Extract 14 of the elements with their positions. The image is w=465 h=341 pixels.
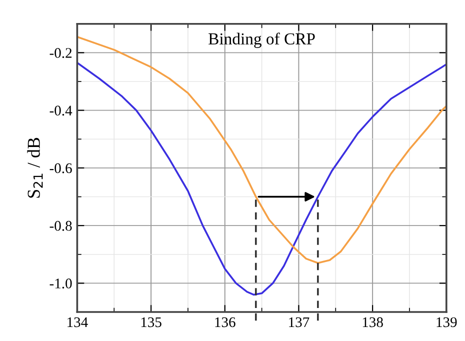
x-tick-label: 135 [141,317,162,328]
y-tick-label: -0.4 [50,106,72,116]
x-tick-label: 137 [289,317,310,328]
x-tick-label: 139 [436,317,457,328]
y-axis-title: S$_{21}$ / dB [27,138,43,198]
y-tick-label: -0.8 [50,220,72,231]
y-tick-label: -1.0 [50,278,72,288]
x-tick-label: 136 [215,317,236,328]
y-tick-label: -0.2 [50,48,72,58]
y-tick-label: -0.6 [50,163,72,174]
chart-title: Binding of CRP [208,32,315,48]
x-tick-label: 134 [68,317,88,328]
line-series [77,62,446,296]
x-tick-label: 138 [362,317,383,328]
